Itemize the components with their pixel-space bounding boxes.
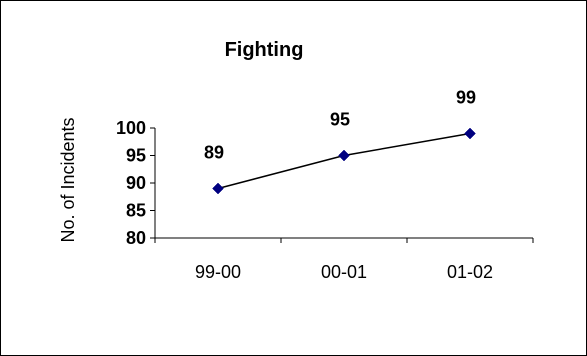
y-tick-label: 95 — [126, 146, 146, 166]
x-tick-label: 99-00 — [195, 262, 241, 282]
x-ticks: 99-00 00-01 01-02 — [154, 238, 534, 282]
y-ticks: 80 85 90 95 100 — [116, 118, 155, 248]
data-point-marker — [464, 127, 476, 140]
chart-title: Fighting — [225, 39, 304, 61]
data-labels: 89 95 99 — [204, 88, 476, 163]
y-tick-label: 85 — [126, 201, 146, 221]
y-tick-label: 90 — [126, 173, 146, 193]
data-label: 99 — [456, 88, 476, 108]
y-axis-label: No. of Incidents — [58, 117, 78, 242]
data-points — [212, 127, 476, 195]
data-point-marker — [212, 182, 224, 195]
y-tick-label: 100 — [116, 118, 146, 138]
x-tick-label: 00-01 — [321, 262, 367, 282]
data-label: 95 — [330, 110, 350, 130]
y-tick-label: 80 — [126, 228, 146, 248]
data-label: 89 — [204, 143, 224, 163]
data-point-marker — [338, 149, 350, 162]
x-tick-label: 01-02 — [447, 262, 493, 282]
